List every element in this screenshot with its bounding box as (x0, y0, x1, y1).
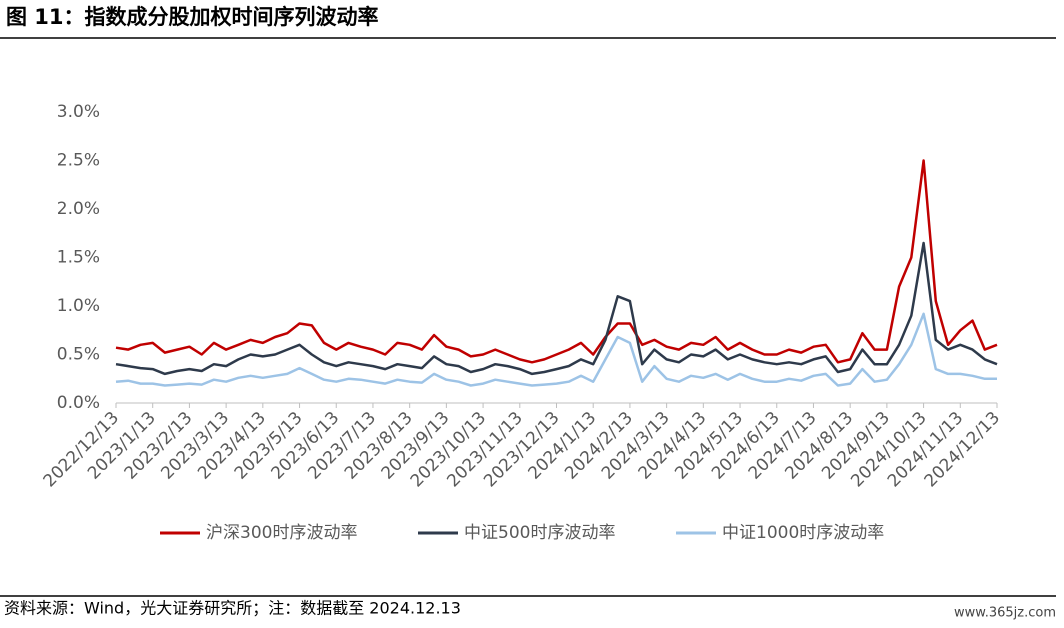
y-tick-label: 1.5% (57, 248, 100, 268)
series-line (115, 312, 997, 387)
y-tick-label: 0.5% (57, 345, 100, 365)
legend-label: 中证1000时序波动率 (722, 523, 884, 543)
y-tick-label: 2.0% (57, 199, 100, 219)
y-tick-label: 2.5% (57, 151, 100, 171)
y-tick-label: 0.0% (57, 393, 100, 413)
y-tick-label: 1.0% (57, 296, 100, 316)
series-line (115, 159, 998, 364)
legend-label: 中证500时序波动率 (464, 523, 615, 543)
y-tick-label: 3.0% (57, 102, 100, 122)
watermark: www.365jz.com (954, 606, 1056, 621)
series-line (115, 241, 998, 376)
legend-label: 沪深300时序波动率 (206, 523, 357, 543)
chart-title: 图 11：指数成分股加权时间序列波动率 (6, 5, 379, 29)
source-note: 资料来源：Wind，光大证券研究所；注：数据截至 2024.12.13 (4, 599, 461, 618)
